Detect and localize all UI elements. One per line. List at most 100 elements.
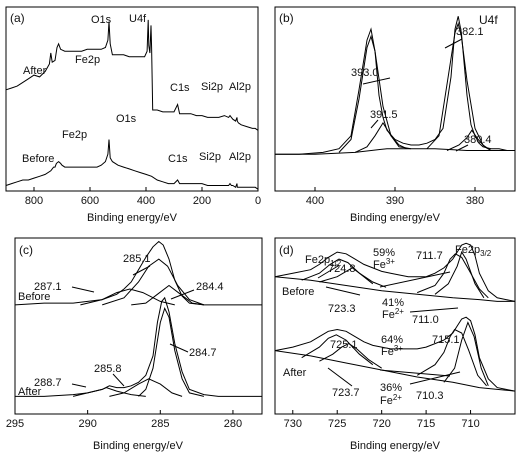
panel-a-si2p-after: Si2p [201, 81, 223, 93]
arrow-2851 [132, 265, 151, 276]
panel-a-xlabel: Binding energy/eV [87, 212, 178, 224]
panel-c-label: (c) [19, 243, 33, 257]
panel-d-series-before-723-3 [319, 267, 387, 288]
panel-d-series-after-background [274, 350, 516, 392]
arrow-2844 [170, 289, 195, 300]
arrow-d-fe3-after [379, 369, 451, 377]
arrow-d-7237 [327, 367, 353, 387]
panel-a: 800 600 400 200 0 (a) Binding energy/eV Fe2p… [5, 6, 261, 224]
panel-d-ann-pct-41: 41% [382, 297, 404, 309]
panel-a-label: (a) [10, 11, 25, 25]
panel-d-frame [274, 237, 516, 415]
panel-a-tick-label-200: 200 [193, 195, 211, 207]
panel-b-label: (b) [279, 11, 294, 25]
panel-c-2844-label: 284.4 [196, 281, 224, 293]
panel-d-ann-p7110: 711.0 [412, 314, 439, 326]
panel-d-tick-label-725: 725 [328, 418, 346, 430]
panel-d-ann-fe3-after: Fe3+ [381, 344, 403, 358]
panel-c-tick-label-295: 295 [6, 418, 24, 430]
panel-d-series-before-711-7 [417, 253, 489, 299]
panel-d-label: (d) [279, 243, 294, 257]
arrow-2887 [71, 383, 87, 388]
panel-d-ann-fe2-before: Fe2+ [382, 307, 404, 321]
panel-b-3821-label: 382.1 [456, 26, 484, 38]
panel-d-tick-label-720: 720 [372, 418, 390, 430]
panel-d-ann-p7117: 711.7 [416, 250, 443, 262]
panel-c-2851-label: 285.1 [123, 253, 151, 265]
panel-c-series-before-285-1 [102, 258, 205, 306]
arrow-d-fe2-before [409, 307, 459, 313]
panel-a-series-after [5, 19, 259, 131]
panel-b-series-391-5 [354, 121, 408, 153]
panel-a-tick-label-600: 600 [81, 195, 99, 207]
panel-a-al2p-before: Al2p [229, 151, 251, 163]
panel-c-series-after-288-7 [72, 387, 146, 397]
panel-d-ann-fe2-after: Fe2+ [380, 393, 402, 407]
panel-d-series-before-background [274, 276, 515, 302]
panel-a-series-before [5, 139, 259, 190]
panel-c-series-after-285-8 [109, 378, 183, 397]
panel-a-c1s-after: C1s [170, 82, 190, 94]
panel-a-u4f: U4f [129, 13, 147, 25]
panel-a-o1s-after: O1s [91, 14, 112, 26]
panel-d-annotations: Fe2p1/259%Fe3+ 711.7 Fe2p3/2724.8Before723… [282, 244, 492, 407]
panel-a-al2p-after: Al2p [229, 81, 251, 93]
panel-c-tick-label-285: 285 [151, 418, 169, 430]
panel-c-2871-label: 287.1 [34, 281, 62, 293]
panel-b-title: U4f [479, 13, 498, 27]
panel-c-xlabel: Binding energy/eV [93, 440, 184, 452]
panel-c-2858-label: 285.8 [94, 363, 122, 375]
panel-b-series-measured [275, 16, 515, 155]
panel-c-after-label: After [18, 386, 42, 398]
panel-d-series-before [274, 242, 516, 302]
panel-b-3915-label: 391.5 [370, 109, 398, 121]
panel-b-curves [275, 16, 515, 155]
arrow-d-7233 [325, 286, 361, 296]
panel-d-tick-label-710: 710 [461, 418, 479, 430]
panel-d-ann-p7233: 723.3 [328, 303, 356, 315]
panel-b-tick-label-390: 390 [386, 195, 404, 207]
panel-d-ann-pct-64: 64% [381, 334, 403, 346]
panel-c-2847-label: 284.7 [189, 347, 217, 359]
panel-b-x-ticks: 400 390 380 [306, 187, 484, 207]
panel-b-xlabel: Binding energy/eV [350, 212, 441, 224]
panel-a-tick-label-0: 0 [255, 195, 261, 207]
arrow-2858 [112, 373, 125, 387]
panel-c-2887-label: 288.7 [34, 377, 62, 389]
panel-b-series-380-4 [446, 129, 492, 151]
panel-d-ann-fe2p12: Fe2p1/2 [305, 254, 342, 268]
panel-d-series-after-710-3 [443, 321, 489, 386]
arrow-2871 [71, 286, 95, 293]
arrow-3915 [370, 119, 379, 129]
panel-b-3804-label: 380.4 [464, 134, 492, 146]
arrow-3804 [455, 144, 469, 152]
panel-d-tick-label-730: 730 [284, 418, 302, 430]
panel-a-tick-label-400: 400 [137, 195, 155, 207]
panel-d-ann-fe3-before: Fe3+ [373, 257, 395, 271]
panel-a-curves [5, 19, 259, 190]
panel-c: 295 290 285 280 (c) Binding energy/eV 285.1… [6, 237, 263, 452]
panel-b-393-label: 393.0 [351, 67, 379, 79]
panel-a-frame [5, 6, 259, 192]
panel-d-tick-label-715: 715 [417, 418, 435, 430]
panel-c-tick-label-280: 280 [224, 418, 242, 430]
panel-d-series-after-723-7 [319, 343, 382, 369]
panel-d-ann-after-label: After [283, 367, 307, 379]
panel-a-tick-label-800: 800 [25, 195, 43, 207]
panel-d-ann-p7103: 710.3 [416, 390, 444, 402]
arrow-2847 [169, 343, 189, 353]
panel-d-x-ticks: 730 725 720 715 710 [284, 410, 480, 430]
panel-d-ann-p7237: 723.7 [332, 387, 360, 399]
panel-d-series-after-725-1 [301, 334, 374, 366]
panel-b: 400 390 380 (b) U4f Binding energy/eV 393.… [274, 6, 516, 224]
panel-c-before-label: Before [18, 291, 50, 303]
panel-a-x-ticks: 800 600 400 200 0 [25, 187, 261, 207]
panel-c-series-before-287-1 [80, 288, 175, 306]
panel-a-si2p-before: Si2p [199, 151, 221, 163]
panel-a-fe2p-after: Fe2p [75, 54, 100, 66]
panel-b-tick-label-380: 380 [466, 195, 484, 207]
panel-c-series-before-284-4 [131, 284, 204, 306]
arrow-d-724 [317, 265, 339, 279]
panel-d-xlabel: Binding energy/eV [350, 440, 441, 452]
